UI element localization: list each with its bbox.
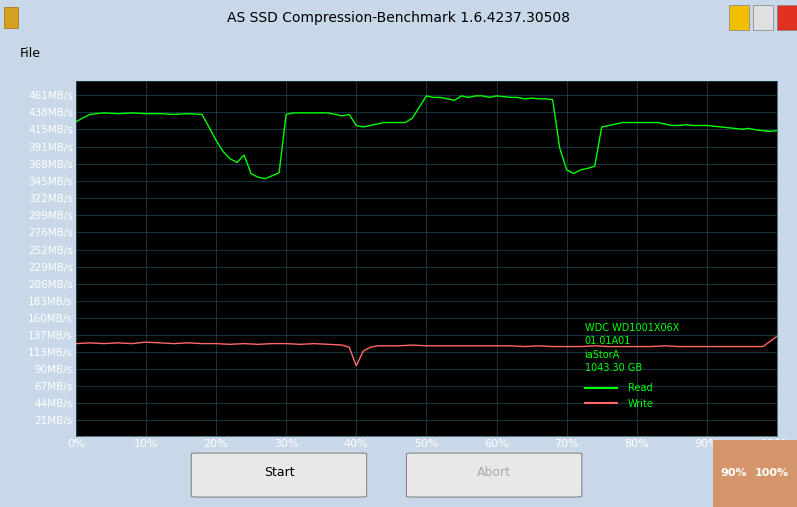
Bar [4, 7, 18, 28]
Text: Write: Write [628, 399, 654, 409]
Text: Read: Read [628, 383, 652, 393]
Text: 01.01A01: 01.01A01 [585, 336, 631, 346]
Text: iaStorA: iaStorA [585, 350, 620, 360]
Text: 1043.30 GB: 1043.30 GB [585, 363, 642, 373]
FancyBboxPatch shape [406, 453, 582, 497]
Bar [753, 5, 773, 30]
Bar [729, 5, 749, 30]
Text: AS SSD Compression-Benchmark 1.6.4237.30508: AS SSD Compression-Benchmark 1.6.4237.30… [227, 11, 570, 25]
Text: Start: Start [264, 466, 294, 480]
Text: Abort: Abort [477, 466, 511, 480]
Text: WDC WD1001X06X: WDC WD1001X06X [585, 323, 679, 333]
Text: 90%: 90% [720, 468, 748, 478]
Text: 100%: 100% [755, 468, 788, 478]
Bar [713, 440, 797, 507]
Bar [777, 5, 797, 30]
FancyBboxPatch shape [191, 453, 367, 497]
Text: File: File [20, 47, 41, 60]
